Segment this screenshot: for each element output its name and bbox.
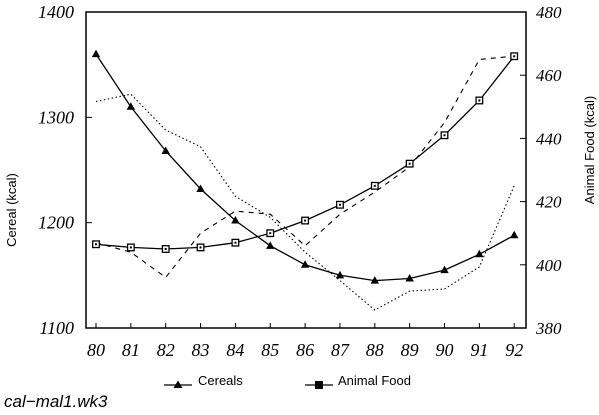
cereals-point [91,49,101,58]
square-marker-icon [315,381,323,389]
series-line-dashed [95,55,515,279]
right-tick-label: 420 [536,193,562,212]
x-tick-label: 86 [296,340,314,360]
cereals-point [266,241,275,249]
left-axis-ticks: 1100 1200 1300 1400 [38,2,92,338]
cereals-point [335,270,345,279]
right-tick-label: 440 [536,129,562,148]
legend-item-animal-food: Animal Food [305,373,411,389]
animal-food-point-center [129,246,132,249]
x-axis-ticks: 80 81 82 83 84 85 86 87 88 89 90 91 92 [87,323,523,360]
x-tick-label: 92 [505,340,523,360]
cereals-point [196,184,205,192]
cereals-point [370,276,379,284]
animal-food-point-center [199,246,202,249]
x-tick-label: 80 [87,340,105,360]
x-tick-label: 87 [331,340,350,360]
x-tick-label: 88 [366,340,384,360]
plot-frame [85,11,527,329]
file-caption: cal−mal1.wk3 [4,392,108,411]
x-tick-label: 84 [226,340,244,360]
animal-food-point-center [478,99,481,102]
animal-food-point-center [164,248,167,250]
left-tick-label: 1400 [38,2,74,22]
left-axis-title: Cereal (kcal) [4,173,19,247]
right-tick-label: 480 [536,3,562,22]
series-line-cereals [95,53,515,282]
animal-food-point-center [269,232,272,235]
right-tick-label: 380 [535,319,562,338]
left-tick-label: 1200 [38,213,74,233]
cereals-point [126,102,136,110]
cereals-point [405,273,414,282]
cereals-point [300,260,310,268]
cereals-point [440,265,449,274]
x-tick-label: 81 [122,340,140,360]
cereals-point [161,146,170,155]
x-tick-label: 91 [470,340,488,360]
x-tick-label: 83 [192,340,210,360]
right-axis-title: Animal Food (kcal) [582,96,597,204]
cereals-point [510,230,519,239]
triangle-marker-icon [173,380,183,388]
legend-label-animal-food: Animal Food [338,373,411,388]
series-lines [95,53,515,311]
animal-food-point-center [234,241,237,244]
legend: Cereals Animal Food [164,373,411,389]
x-tick-label: 85 [261,340,279,360]
legend-item-cereals: Cereals [164,373,243,388]
animal-food-point-center [95,243,97,246]
right-tick-label: 460 [536,66,562,85]
left-tick-label: 1100 [39,318,74,338]
animal-food-point-center [443,134,446,137]
animal-food-point-center [373,184,376,187]
x-tick-label: 90 [436,340,454,360]
cereals-point [231,216,240,224]
cereals-point [475,249,484,258]
animal-food-point-center [304,219,307,222]
right-axis-ticks: 380 400 420 440 460 480 [520,3,562,338]
series-line-dotted [95,93,515,311]
legend-label-cereals: Cereals [198,373,243,388]
series-markers [91,49,519,284]
right-tick-label: 400 [536,256,562,275]
x-tick-label: 82 [157,340,175,360]
x-tick-label: 89 [401,340,419,360]
animal-food-point-center [513,55,516,58]
animal-food-point-center [408,162,411,165]
left-tick-label: 1300 [38,107,74,127]
animal-food-point-center [338,203,341,206]
